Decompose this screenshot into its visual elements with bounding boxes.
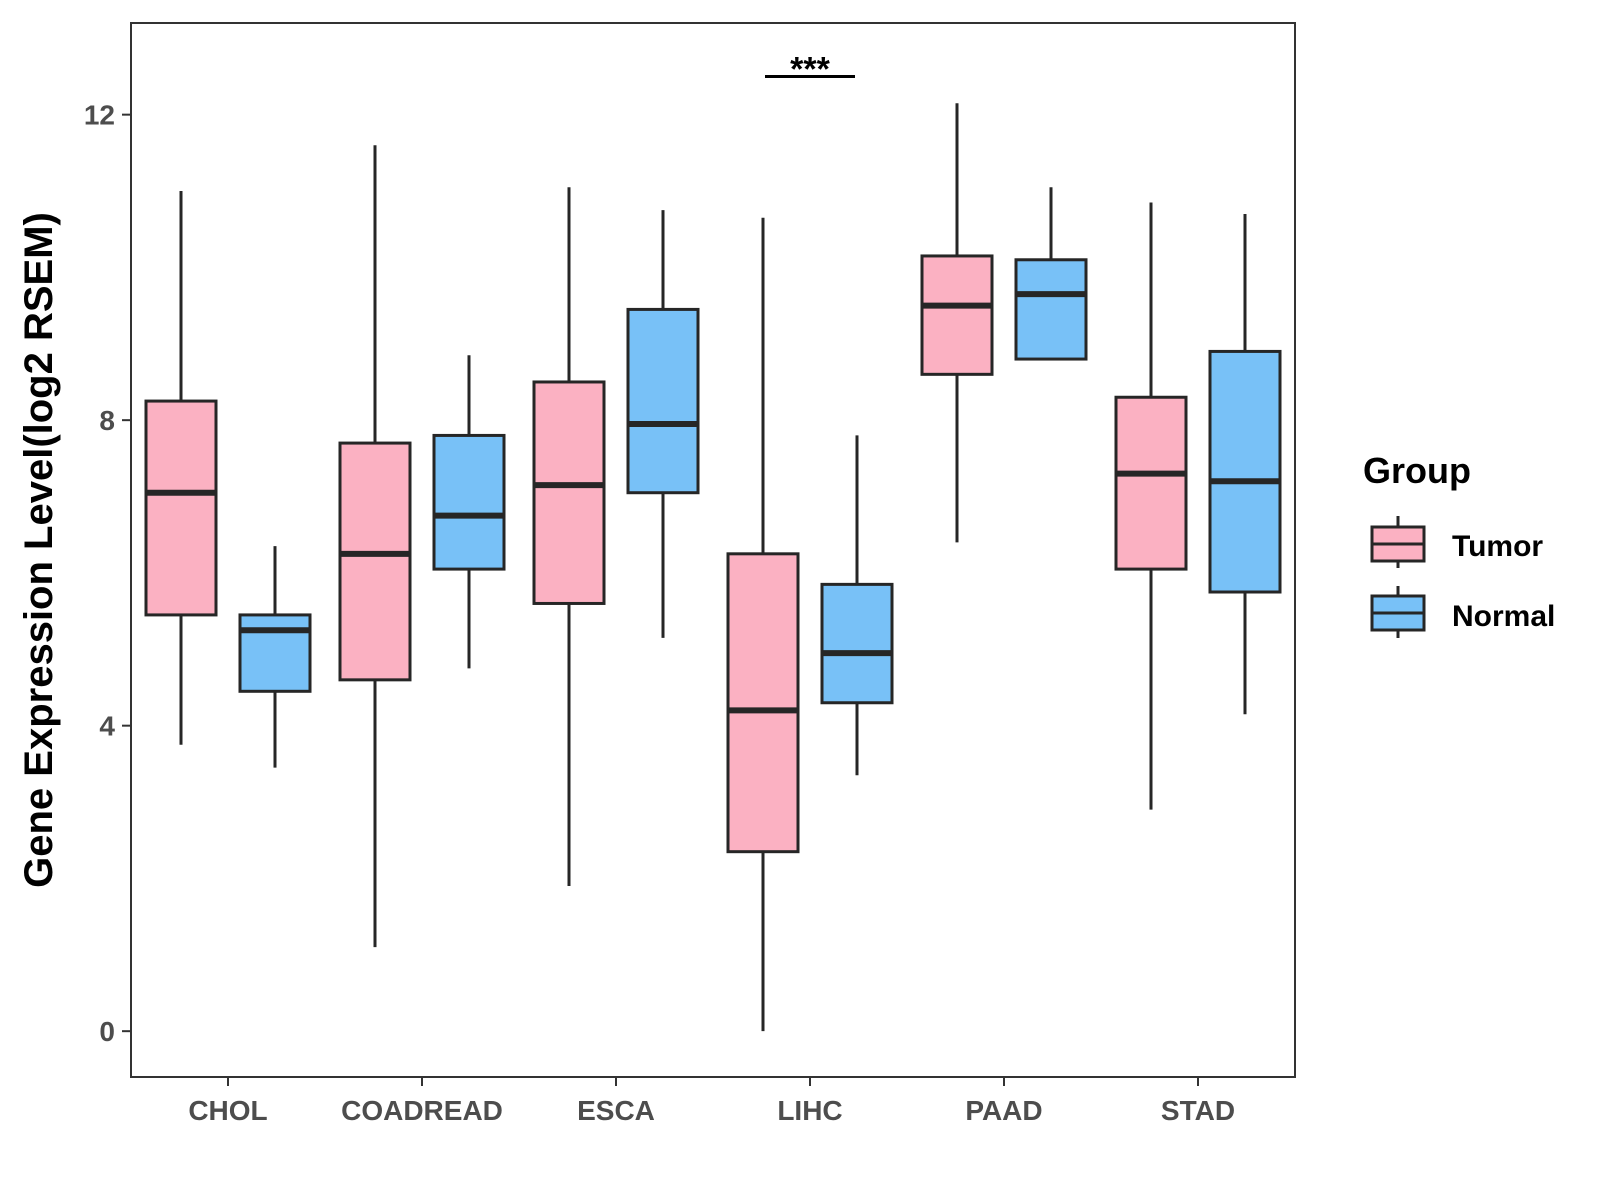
y-tick-label-4: 4 <box>99 711 115 742</box>
legend-key-normal <box>1370 586 1426 638</box>
box-tumor-stad <box>1114 202 1188 810</box>
x-tick-label-stad: STAD <box>1161 1095 1235 1126</box>
y-axis-title: Gene Expression Level(log2 RSEM) <box>17 212 61 888</box>
box-tumor-paad <box>920 103 994 543</box>
box-body-normal-lihc <box>820 582 894 705</box>
box-tumor-lihc <box>726 217 800 1032</box>
box-normal-coadread <box>432 355 506 669</box>
box-body-tumor-stad <box>1114 395 1188 571</box>
box-body-tumor-paad <box>920 254 994 376</box>
x-tick-label-coadread: COADREAD <box>341 1095 503 1126</box>
x-tick-label-lihc: LIHC <box>777 1095 842 1126</box>
x-tick-label-paad: PAAD <box>965 1095 1042 1126</box>
box-normal-paad <box>1014 187 1088 361</box>
box-body-normal-stad <box>1208 349 1282 594</box>
legend-label-tumor: Tumor <box>1452 530 1543 563</box>
box-tumor-coadread <box>338 145 412 948</box>
y-axis: 0 4 8 12 <box>84 100 131 1047</box>
box-normal-stad <box>1208 213 1282 715</box>
box-body-normal-esca <box>626 307 700 495</box>
y-tick-label-12: 12 <box>84 100 115 131</box>
box-tumor-esca <box>532 187 606 887</box>
box-body-normal-coadread <box>432 433 506 571</box>
box-body-tumor-lihc <box>726 552 800 854</box>
plot-area: *** <box>144 50 1282 1032</box>
x-axis: CHOL COADREAD ESCA LIHC PAAD STAD <box>188 1077 1235 1126</box>
legend: Group Tumor Normal <box>1363 450 1555 638</box>
box-body-tumor-esca <box>532 380 606 605</box>
legend-label-normal: Normal <box>1452 600 1555 633</box>
significance-label-lihc: *** <box>790 50 830 88</box>
box-normal-lihc <box>820 435 894 776</box>
box-body-normal-paad <box>1014 258 1088 361</box>
box-normal-chol <box>238 546 312 768</box>
y-tick-label-8: 8 <box>99 405 115 436</box>
box-tumor-chol <box>144 191 218 745</box>
box-normal-esca <box>626 210 700 638</box>
box-body-tumor-coadread <box>338 441 412 682</box>
x-tick-label-chol: CHOL <box>188 1095 267 1126</box>
box-body-normal-chol <box>238 613 312 693</box>
x-tick-label-esca: ESCA <box>577 1095 655 1126</box>
y-tick-label-0: 0 <box>99 1016 115 1047</box>
box-body-tumor-chol <box>144 399 218 617</box>
legend-key-tumor <box>1370 516 1426 568</box>
legend-title: Group <box>1363 450 1471 491</box>
plot-panel-border <box>130 22 1296 1078</box>
